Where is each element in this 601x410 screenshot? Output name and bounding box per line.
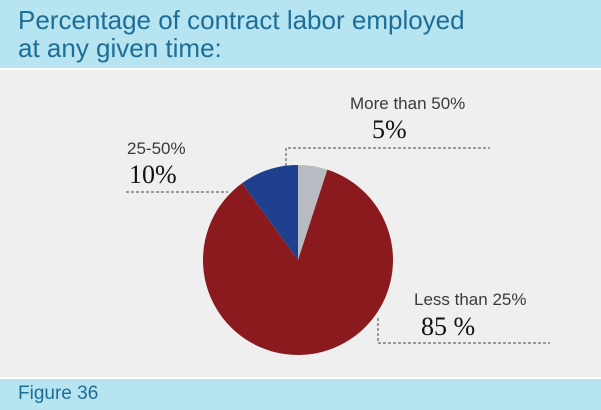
title-bar: Percentage of contract labor employed at… [0, 0, 601, 68]
label-25-50: 25-50% [127, 139, 186, 158]
slice-more-than-50 [298, 165, 328, 260]
value-more-than-50: 5% [372, 115, 407, 144]
figure-label: Figure 36 [18, 383, 99, 404]
slice-25-50 [242, 165, 298, 260]
leader-less-than-25 [377, 318, 550, 344]
label-more-than-50: More than 50% [350, 94, 465, 113]
value-less-than-25: 85 % [421, 312, 475, 341]
slice-less-than-25 [202, 169, 393, 355]
chart-title-line-1: Percentage of contract labor employed [18, 5, 465, 35]
chart-area: More than 50% 5% Less than 25% 85 % 25-5… [0, 70, 601, 380]
title-divider [0, 68, 601, 70]
pie-slices [202, 165, 393, 355]
footer-divider [0, 377, 601, 379]
value-25-50: 10% [129, 160, 177, 189]
leader-lines [126, 147, 550, 344]
label-less-than-25: Less than 25% [414, 290, 526, 309]
footer-bar: Figure 36 [0, 379, 601, 410]
leader-more-than-50 [285, 147, 490, 166]
chart-title-line-2: at any given time: [18, 33, 222, 63]
chart-title: Percentage of contract labor employed at… [18, 6, 588, 62]
